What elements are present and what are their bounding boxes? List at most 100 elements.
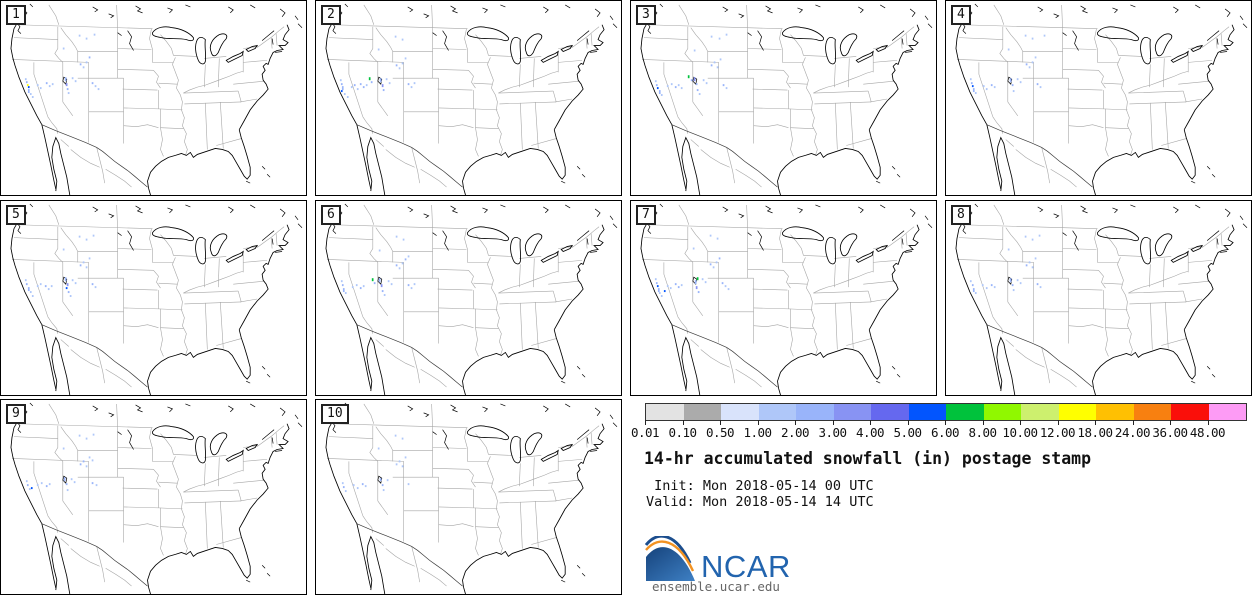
- snowfall-speck: [687, 75, 690, 79]
- snowfall-speck: [663, 290, 666, 293]
- colorbar-segment: [646, 404, 684, 420]
- us-map-svg: [640, 203, 933, 395]
- snowfall-speck: [62, 47, 65, 50]
- snowfall-speck: [1038, 234, 1041, 237]
- snowfall-speck: [1039, 86, 1042, 89]
- colorbar-tick: [945, 420, 946, 425]
- snowfall-speck: [657, 288, 660, 293]
- snowfall-speck: [693, 49, 696, 52]
- snowfall-speck: [79, 264, 82, 267]
- snowfall-speck: [379, 78, 382, 83]
- snowfall-speck: [36, 285, 39, 288]
- snowfall-speck: [92, 433, 95, 436]
- snowfall-speck: [1043, 34, 1046, 37]
- snowfall-speck: [370, 81, 373, 84]
- snowfall-speck: [62, 447, 65, 450]
- snowfall-speck: [66, 489, 69, 492]
- map-panel-2: 2: [315, 0, 622, 196]
- snowfall-speck: [969, 78, 972, 81]
- colorbar-tick-label: 1.00: [743, 425, 772, 440]
- snowfall-speck: [365, 84, 368, 87]
- snowfall-speck: [993, 86, 996, 89]
- snowfall-speck: [378, 278, 381, 283]
- colorbar-tick: [682, 420, 684, 425]
- snowfall-speck: [680, 284, 683, 287]
- snowfall-speck: [402, 238, 405, 241]
- snowfall-speck: [31, 96, 34, 98]
- snowfall-speck: [44, 285, 47, 288]
- snowfall-speck: [655, 84, 658, 87]
- panel-number-label: 7: [636, 205, 656, 225]
- snowfall-speck: [407, 284, 410, 287]
- panel-number-label: 4: [951, 5, 971, 25]
- snowfall-speck: [381, 84, 384, 88]
- colorbar-tick-label: 8.00: [968, 425, 997, 440]
- snowfall-speck: [1028, 66, 1031, 69]
- snowfall-speck: [971, 85, 974, 88]
- snowfall-speck: [78, 434, 81, 437]
- snowfall-speck: [29, 93, 32, 96]
- snowfall-speck: [339, 79, 342, 82]
- map-panel-3: 3: [630, 0, 937, 196]
- snowfall-speck: [1034, 56, 1037, 59]
- colorbar-segment: [908, 404, 946, 420]
- snowfall-speck: [39, 283, 42, 286]
- map-panel-8: 8: [945, 200, 1252, 396]
- colorbar-segment: [1133, 404, 1171, 420]
- colorbar-tick-labels: 0.01 0.10 0.50 1.00 2.00 3.00 4.00 5.00 6.00 8.00…: [631, 425, 1246, 440]
- snowfall-speck: [713, 61, 716, 64]
- ensemble-url-text: ensemble.ucar.edu: [652, 579, 780, 594]
- snowfall-speck: [702, 79, 705, 82]
- snowfall-speck: [658, 90, 661, 95]
- snowfall-speck: [342, 288, 345, 293]
- snowfall-speck: [1036, 83, 1039, 86]
- us-map-svg: [325, 3, 618, 195]
- snowfall-speck: [969, 280, 972, 283]
- us-map-svg: [10, 3, 303, 195]
- colorbar-tick-label: 0.50: [705, 425, 735, 440]
- panel-number-label: 10: [321, 404, 349, 424]
- colorbar-tick: [1132, 420, 1134, 425]
- panel-number-label: 5: [6, 205, 26, 225]
- snowfall-speck: [1019, 282, 1022, 285]
- snowfall-speck: [78, 34, 81, 37]
- snowfall-speck: [65, 83, 68, 87]
- snowfall-speck: [29, 291, 32, 294]
- snowfall-speck: [974, 292, 977, 295]
- colorbar-segment: [1096, 404, 1134, 420]
- colorbar-tick: [832, 420, 834, 425]
- snowfall-speck: [340, 280, 343, 283]
- snowfall-speck: [39, 87, 42, 90]
- colorbar-tick: [1207, 420, 1209, 425]
- snowfall-speck: [36, 84, 39, 87]
- snowfall-speck: [353, 84, 356, 87]
- snowfall-speck: [71, 279, 74, 282]
- snowfall-speck: [27, 287, 30, 292]
- us-map-svg: [325, 203, 618, 395]
- snowfall-speck: [677, 286, 680, 289]
- snowfall-speck: [371, 278, 374, 282]
- snowfall-speck: [355, 284, 358, 287]
- snowfall-speck: [26, 84, 29, 87]
- colorbar-tick: [907, 420, 909, 425]
- snowfall-speck: [340, 90, 343, 93]
- snowfall-speck: [377, 447, 380, 450]
- snowfall-speck: [660, 295, 663, 298]
- snowfall-speck: [401, 62, 404, 65]
- snowfall-speck: [1007, 248, 1010, 251]
- snowfall-speck: [395, 235, 398, 238]
- snowfall-speck: [725, 33, 728, 36]
- us-map-svg: [10, 203, 303, 395]
- snowfall-speck: [658, 292, 661, 295]
- snowfall-speck: [705, 82, 708, 85]
- colorbar-tick: [1170, 420, 1171, 425]
- colorbar-segment: [721, 404, 759, 420]
- panel-number-label: 2: [321, 5, 341, 25]
- snowfall-speck: [1036, 283, 1039, 286]
- snowfall-speck: [362, 86, 365, 89]
- snowfall-speck: [981, 284, 984, 287]
- snowfall-speck: [343, 93, 346, 96]
- snowfall-speck: [696, 89, 699, 92]
- snowfall-speck: [401, 465, 404, 468]
- colorbar-tick-label: 36.00: [1152, 425, 1188, 440]
